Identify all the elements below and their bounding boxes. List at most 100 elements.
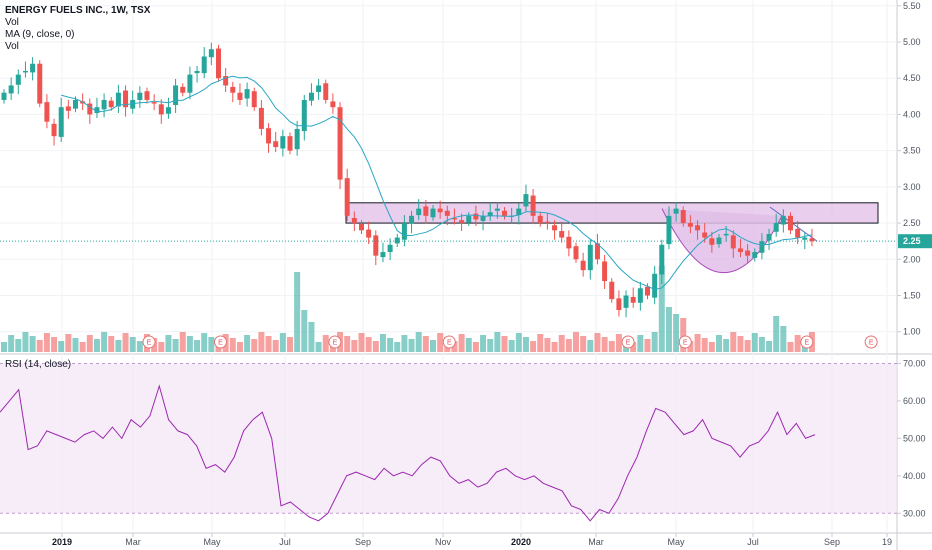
volume-bar [72,338,79,352]
volume-bar [22,332,29,352]
legend-rsi[interactable]: RSI (14, close) [5,359,72,370]
earnings-label: E [218,340,223,347]
candle-body [359,223,364,231]
time-tick-label: Jul [279,537,291,547]
candle-body [94,107,100,113]
candle-body [180,86,186,93]
time-tick-label: Mar [588,537,604,547]
earnings-marker [800,335,814,349]
candle-body [394,237,400,244]
candle-body [444,210,450,216]
volume-bar [737,336,744,352]
volume-bar [315,342,322,352]
volume-bar [501,336,508,352]
earnings-marker [442,335,456,349]
candle-body [301,99,307,132]
candle-body [645,286,650,296]
candle-body [316,85,322,92]
candle-body [194,70,200,74]
candle-body [573,246,579,260]
candle-body [695,225,701,231]
candle-body [544,221,550,224]
earnings-label: E [147,340,152,347]
volume-bar [723,339,730,352]
volume-bar [687,341,694,352]
volume-bar [351,340,358,352]
time-tick-label: May [667,537,685,547]
candle-body [616,298,622,310]
rsi-tick-label: 50.00 [903,433,926,443]
candle-body [173,85,179,106]
candle-body [158,104,164,115]
volume-bar [51,337,58,352]
candle-body [523,194,529,207]
rsi-tick-label: 60.00 [903,396,926,406]
symbol-title[interactable]: ENERGY FUELS INC., 1W, TSX [5,5,151,16]
volume-bar [93,339,100,352]
time-tick-label: May [203,537,221,547]
legend-vol[interactable]: Vol [5,17,19,28]
volume-bar [594,333,601,352]
volume-bar [637,335,644,352]
candle-body [387,244,393,253]
candle-body [351,218,357,224]
volume-bar [408,339,415,352]
price-axis[interactable]: 5.50 5.00 4.50 4.00 3.50 3.00 2.50 2.00 1.50 1.00… [897,1,932,337]
candle-body [659,244,665,275]
candle-body [137,92,143,100]
volume-bar [301,310,308,352]
time-tick-label: Sep [355,537,371,547]
volume-bar [565,339,572,352]
rsi-legend: RSI (14, close) [5,359,71,371]
earnings-marker [142,335,156,349]
volume-bar [179,332,186,352]
price-tick-label: 2.00 [903,254,921,264]
volume-bar [394,342,401,352]
candle-body [416,208,422,216]
volume-bar [780,326,787,352]
candle-body [401,223,407,240]
rsi-tick-label: 70.00 [903,358,926,368]
candle-body [273,141,279,148]
candle-body [759,241,765,253]
candle-body [680,210,686,224]
candle-body [516,208,522,216]
candle-body [266,128,272,144]
candle-body [459,220,465,224]
volume-bar [36,340,43,352]
candle-body [687,223,693,227]
earnings-marker [214,335,227,349]
rsi-axis[interactable]: 70.00 60.00 50.00 40.00 30.00 [897,358,926,518]
volume-bar [129,337,136,352]
candle-body [1,92,7,100]
volume-bar [430,340,436,352]
candle-body [280,136,286,149]
volume-bar [194,340,201,352]
volume-bar [537,334,544,352]
volume-bar [515,333,522,352]
candle-body [788,215,793,231]
volume-bar [480,335,487,352]
volume-bar [701,338,708,352]
candle-body [409,215,415,224]
volume-bar [551,342,558,352]
time-axis[interactable]: 2019 Mar May Jul Sep Nov 2020 Mar May Jul Sep 19 [52,533,892,547]
legend-ma[interactable]: MA (9, close, 0) [5,29,75,40]
candle-body [22,70,28,73]
candle-body [251,91,257,108]
price-tick-label: 2.50 [903,218,921,228]
candle-body [323,83,329,100]
candle-body [494,208,500,211]
legend-vol-2[interactable]: Vol [5,41,19,52]
volume-bar [694,334,701,352]
volume-bar [630,342,637,352]
candle-body [473,213,479,220]
volume-bar [615,334,622,352]
volume-bar [573,332,579,352]
volume-bar [487,339,494,352]
volume-bar [708,342,715,352]
volume-bar [530,341,537,352]
volume-bar [472,342,479,352]
candle-body [8,85,14,94]
